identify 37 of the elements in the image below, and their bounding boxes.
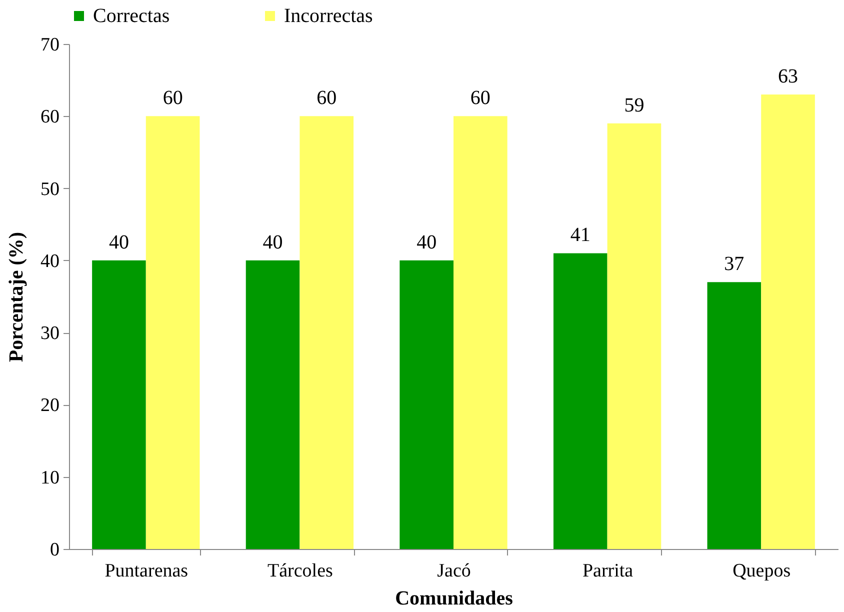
bar — [300, 116, 354, 549]
data-label: 59 — [624, 94, 644, 116]
y-tick-label: 40 — [40, 250, 60, 272]
x-tick-label: Quepos — [732, 560, 791, 582]
y-axis-title: Porcentaje (%) — [6, 232, 28, 362]
bar — [246, 260, 300, 549]
data-label: 40 — [416, 231, 437, 254]
bar — [707, 282, 762, 549]
bar — [761, 94, 815, 549]
y-tick-label: 60 — [40, 106, 60, 128]
bar — [553, 253, 608, 549]
data-label: 40 — [108, 231, 129, 254]
x-axis-title: Comunidades — [395, 588, 514, 610]
bar — [607, 123, 662, 549]
bar — [400, 260, 454, 549]
bar — [92, 260, 146, 549]
y-tick-label: 0 — [50, 540, 60, 560]
bar — [146, 116, 200, 549]
legend-label: Correctas — [93, 5, 170, 27]
y-tick-label: 10 — [40, 467, 60, 488]
y-tick-label: 50 — [40, 178, 60, 200]
data-label: 60 — [316, 87, 337, 110]
data-label: 40 — [262, 231, 283, 254]
data-label: 41 — [570, 224, 590, 246]
legend-label: Incorrectas — [284, 5, 374, 27]
data-label: 60 — [162, 87, 183, 110]
x-tick-label: Puntarenas — [104, 560, 188, 582]
y-tick-label: 30 — [40, 323, 60, 344]
y-tick-label: 70 — [40, 34, 60, 56]
x-tick-label: Jacó — [437, 560, 471, 582]
data-label: 37 — [724, 253, 744, 276]
data-label: 63 — [778, 66, 798, 88]
x-tick-label: Tárcoles — [267, 560, 333, 582]
x-tick-label: Parrita — [582, 560, 634, 582]
y-tick-label: 20 — [40, 395, 60, 416]
data-label: 60 — [470, 87, 490, 110]
bar — [454, 116, 508, 549]
